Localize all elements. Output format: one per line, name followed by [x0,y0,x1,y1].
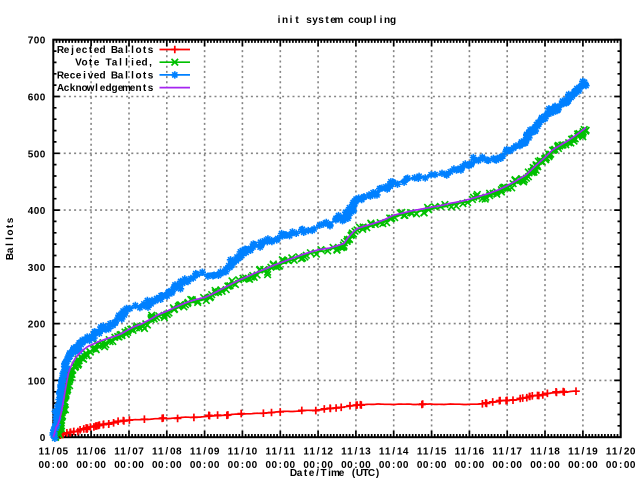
svg-text:00:00: 00:00 [228,460,258,471]
svg-text:11/17: 11/17 [492,447,522,458]
svg-text:00:00: 00:00 [266,460,296,471]
svg-text:11/05: 11/05 [39,447,69,458]
svg-text:11/16: 11/16 [455,447,485,458]
svg-text:300: 300 [28,263,46,274]
svg-text:00:00: 00:00 [455,460,485,471]
svg-text:0: 0 [40,433,46,444]
svg-text:11/11: 11/11 [266,447,296,458]
svg-text:Acknowledgements: Acknowledgements [57,83,154,94]
svg-text:00:00: 00:00 [152,460,182,471]
svg-text:Vote Tallied,: Vote Tallied, [75,58,152,69]
svg-text:00:00: 00:00 [492,460,522,471]
svg-text:00:00: 00:00 [530,460,560,471]
svg-text:00:00: 00:00 [114,460,144,471]
svg-text:500: 500 [28,149,46,160]
svg-text:Received Ballots: Received Ballots [57,70,154,81]
svg-text:600: 600 [28,93,46,104]
svg-text:00:00: 00:00 [190,460,220,471]
svg-text:11/06: 11/06 [76,447,106,458]
svg-text:00:00: 00:00 [76,460,106,471]
svg-text:11/19: 11/19 [568,447,598,458]
svg-text:11/07: 11/07 [114,447,144,458]
svg-text:11/10: 11/10 [228,447,258,458]
svg-text:11/09: 11/09 [190,447,220,458]
svg-text:400: 400 [28,206,46,217]
svg-text:11/12: 11/12 [303,447,333,458]
svg-text:100: 100 [28,376,46,387]
svg-text:11/15: 11/15 [417,447,447,458]
svg-text:200: 200 [28,320,46,331]
svg-text:init system coupling: init system coupling [278,15,396,26]
svg-text:Ballots: Ballots [5,217,16,260]
svg-text:00:00: 00:00 [39,460,69,471]
svg-text:11/13: 11/13 [341,447,371,458]
svg-text:00:00: 00:00 [568,460,598,471]
svg-text:11/14: 11/14 [379,447,409,458]
svg-text:00:00: 00:00 [341,460,371,471]
svg-text:11/18: 11/18 [530,447,560,458]
svg-text:Rejected Ballots: Rejected Ballots [57,45,154,56]
svg-text:00:00: 00:00 [606,460,636,471]
svg-text:00:00: 00:00 [379,460,409,471]
svg-text:700: 700 [28,36,46,47]
svg-text:00:00: 00:00 [303,460,333,471]
svg-text:11/08: 11/08 [152,447,182,458]
svg-text:11/20: 11/20 [606,447,636,458]
svg-text:00:00: 00:00 [417,460,447,471]
svg-text:Date/Time (UTC): Date/Time (UTC) [290,468,379,479]
